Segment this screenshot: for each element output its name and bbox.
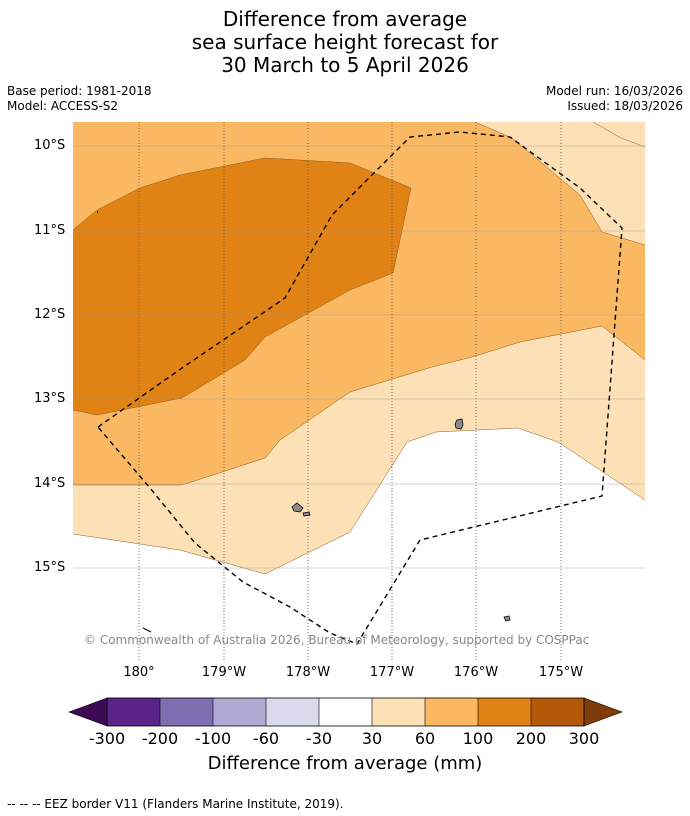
issued-date: Issued: 18/03/2026 bbox=[567, 99, 683, 113]
reef-south bbox=[142, 627, 152, 633]
colorbar-swatch-6 bbox=[372, 698, 425, 726]
title-line-1: Difference from average bbox=[222, 7, 468, 31]
colorbar-tick-5: -30 bbox=[305, 729, 333, 748]
band-outline-60-100 bbox=[73, 122, 645, 486]
colorbar-tick-3: -100 bbox=[194, 729, 232, 748]
colorbar-swatch-8 bbox=[478, 698, 531, 726]
colorbar-swatch-2 bbox=[160, 698, 213, 726]
island-islet-west bbox=[302, 511, 311, 517]
copyright-notice: © Commonwealth of Australia 2026, Bureau… bbox=[84, 633, 590, 647]
island-east bbox=[503, 615, 511, 622]
meta-left: Base period: 1981-2018 Model: ACCESS-S2 bbox=[7, 84, 152, 114]
colorbar-tick-9: 200 bbox=[515, 729, 547, 748]
colorbar-dividers bbox=[159, 698, 532, 726]
title-line-3: 30 March to 5 April 2026 bbox=[221, 53, 469, 77]
colorbar-swatch-9 bbox=[531, 698, 584, 726]
lon-label-177w: 177°W bbox=[369, 665, 415, 680]
band-outline-100-200 bbox=[73, 157, 412, 416]
lat-label-10s: 10°S bbox=[34, 138, 66, 153]
lon-label-178w: 178°W bbox=[285, 665, 331, 680]
map-area bbox=[73, 122, 645, 660]
colorbar-swatch-5 bbox=[319, 698, 372, 726]
lon-label-179w: 179°W bbox=[201, 665, 247, 680]
title-line-2: sea surface height forecast for bbox=[191, 30, 499, 54]
lat-label-13s: 13°S bbox=[34, 391, 66, 406]
colorbar bbox=[68, 697, 623, 727]
anomaly-band-100-200 bbox=[73, 158, 411, 415]
colorbar-tick-2: -200 bbox=[141, 729, 179, 748]
island-small-west bbox=[291, 502, 304, 513]
base-period: Base period: 1981-2018 bbox=[7, 84, 152, 98]
band-outline-30-60 bbox=[73, 427, 645, 575]
lon-label-180: 180° bbox=[123, 665, 155, 680]
colorbar-swatch-7 bbox=[425, 698, 478, 726]
colorbar-title: Difference from average (mm) bbox=[207, 753, 483, 774]
lat-gridlines bbox=[73, 145, 645, 569]
colorbar-swatch-3 bbox=[213, 698, 266, 726]
colorbar-tick-4: -60 bbox=[252, 729, 280, 748]
model-run: Model run: 16/03/2026 bbox=[545, 84, 683, 98]
lat-label-14s: 14°S bbox=[34, 476, 66, 491]
meta-right: Model run: 16/03/2026 Issued: 18/03/2026 bbox=[546, 84, 683, 114]
lon-label-176w: 176°W bbox=[453, 665, 499, 680]
colorbar-tick-10: 300 bbox=[568, 729, 600, 748]
colorbar-frame bbox=[106, 697, 585, 727]
lon-label-175w: 175°W bbox=[538, 665, 584, 680]
colorbar-tick-6: 30 bbox=[361, 729, 383, 748]
lat-label-11s: 11°S bbox=[34, 223, 66, 238]
lat-label-12s: 12°S bbox=[34, 307, 66, 322]
colorbar-tick-8: 100 bbox=[462, 729, 494, 748]
colorbar-right-arrow bbox=[583, 697, 623, 727]
colorbar-swatch-1 bbox=[107, 698, 160, 726]
lat-label-15s: 15°S bbox=[34, 560, 66, 575]
model-name: Model: ACCESS-S2 bbox=[7, 99, 119, 113]
chart-title: Difference from average sea surface heig… bbox=[0, 8, 690, 77]
colorbar-left-arrow bbox=[68, 697, 108, 727]
eez-border bbox=[97, 131, 623, 645]
eez-footnote: -- -- -- EEZ border V11 (Flanders Marine… bbox=[7, 797, 344, 811]
island-large bbox=[454, 418, 464, 430]
colorbar-swatch-4 bbox=[266, 698, 319, 726]
colorbar-tick-7: 60 bbox=[414, 729, 436, 748]
colorbar-tick-1: -300 bbox=[88, 729, 126, 748]
